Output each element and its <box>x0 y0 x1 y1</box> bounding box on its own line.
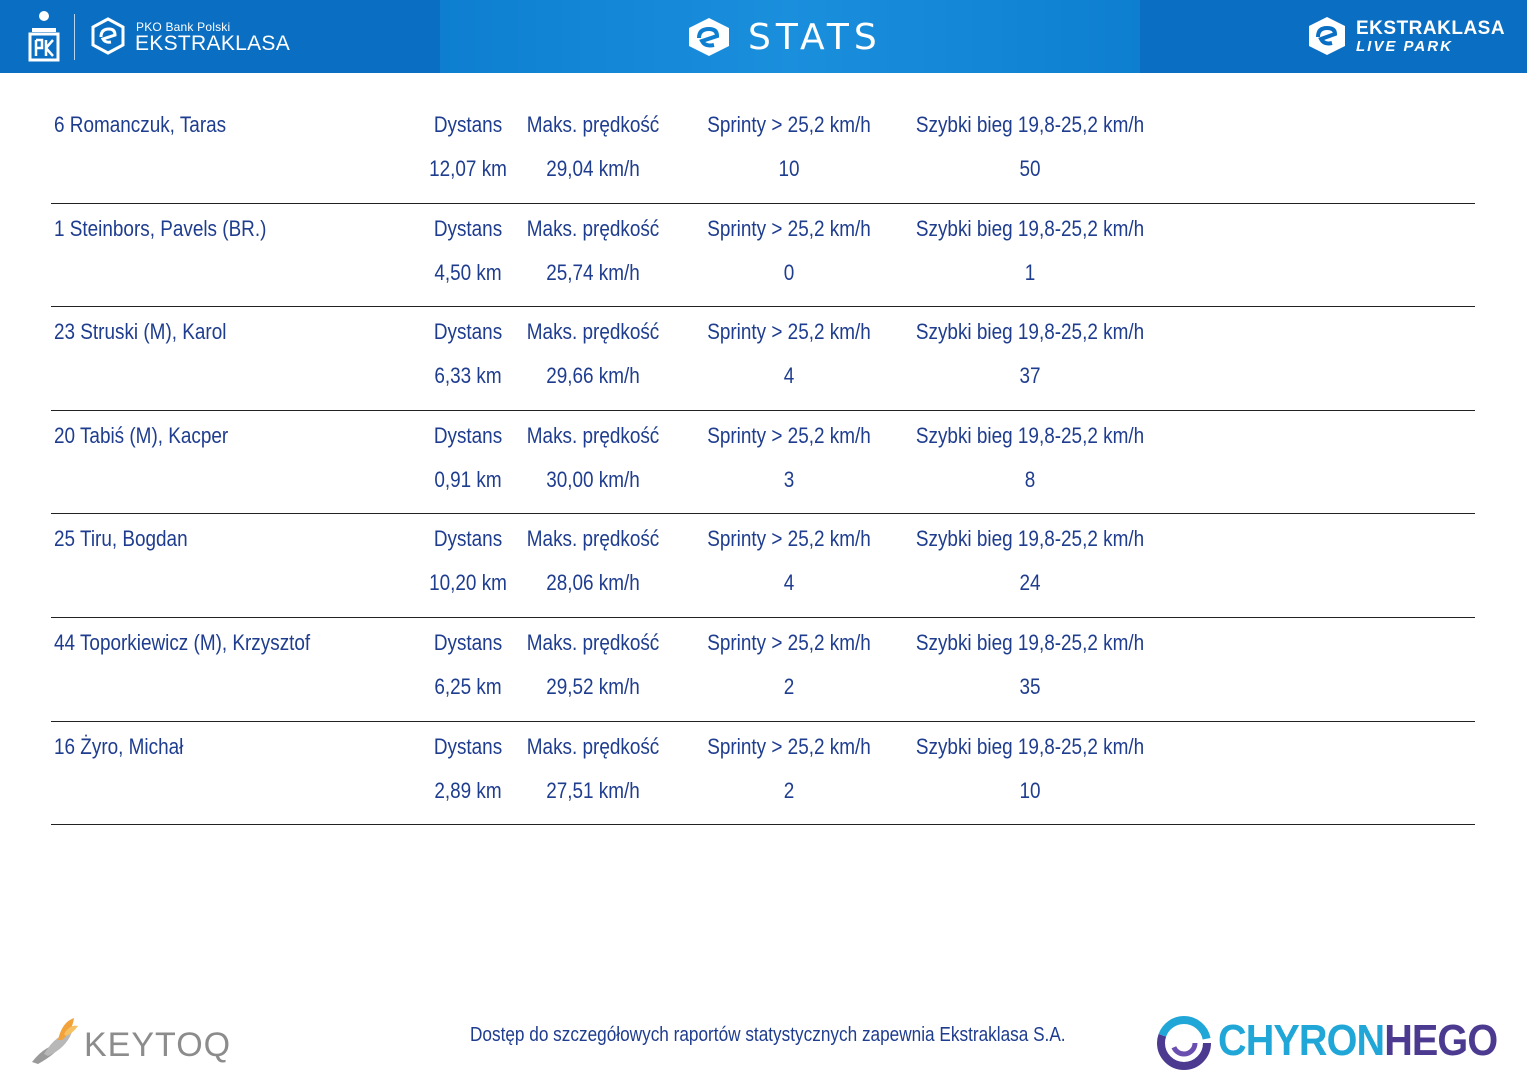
player-name: 23 Struski (M), Karol <box>54 319 227 345</box>
distance-label: Dystans <box>433 422 503 448</box>
distance-label: Dystans <box>433 215 503 241</box>
player-row: 25 Tiru, Bogdan Dystans Maks. prędkość S… <box>51 514 1475 618</box>
max-speed-value: 29,66 km/h <box>546 363 640 389</box>
max-speed-label: Maks. prędkość <box>526 526 660 552</box>
player-row: 1 Steinbors, Pavels (BR.) Dystans Maks. … <box>51 204 1475 308</box>
footer-note: Dostęp do szczegółowych raportów statyst… <box>470 1024 1066 1046</box>
live-park-bottom-label: LIVE PARK <box>1356 38 1453 55</box>
max-speed-value: 27,51 km/h <box>546 777 640 803</box>
sprints-label: Sprinty > 25,2 km/h <box>707 112 871 137</box>
distance-label: Dystans <box>433 526 503 552</box>
max-speed-value: 29,52 km/h <box>546 673 640 699</box>
fast-runs-value: 24 <box>1019 570 1041 596</box>
distance-label: Dystans <box>433 733 503 759</box>
sprints-label: Sprinty > 25,2 km/h <box>707 733 871 759</box>
pko-bank-logo-icon <box>28 11 60 62</box>
ekstraklasa-wordmark: EKSTRAKLASA <box>135 32 291 55</box>
chyronhego-wordmark: CHYRONHEGO <box>1218 1016 1498 1066</box>
sprints-value: 4 <box>783 570 795 596</box>
live-park-logo-icon <box>1309 17 1345 55</box>
max-speed-value: 25,74 km/h <box>546 259 640 285</box>
player-row: 16 Żyro, Michał Dystans Maks. prędkość S… <box>51 722 1475 826</box>
fast-runs-value: 10 <box>1019 777 1041 803</box>
live-park-top-label: EKSTRAKLASA <box>1356 18 1506 39</box>
max-speed-label: Maks. prędkość <box>526 733 660 759</box>
sprints-value: 4 <box>783 363 795 389</box>
sprints-label: Sprinty > 25,2 km/h <box>707 526 871 552</box>
sprints-value: 3 <box>783 466 795 492</box>
fast-runs-label: Szybki bieg 19,8-25,2 km/h <box>915 733 1145 759</box>
fast-runs-label: Szybki bieg 19,8-25,2 km/h <box>915 319 1145 345</box>
max-speed-value: 30,00 km/h <box>546 466 640 492</box>
distance-value: 10,20 km <box>429 570 507 596</box>
fast-runs-label: Szybki bieg 19,8-25,2 km/h <box>915 215 1145 241</box>
sprints-label: Sprinty > 25,2 km/h <box>707 319 871 345</box>
fast-runs-value: 50 <box>1019 156 1041 181</box>
fast-runs-label: Szybki bieg 19,8-25,2 km/h <box>915 112 1145 137</box>
fast-runs-value: 8 <box>1024 466 1036 492</box>
distance-value: 12,07 km <box>429 156 507 181</box>
distance-value: 0,91 km <box>434 466 502 492</box>
fast-runs-value: 1 <box>1024 259 1036 285</box>
distance-value: 4,50 km <box>434 259 502 285</box>
max-speed-value: 28,06 km/h <box>546 570 640 596</box>
header-left-panel <box>0 0 440 73</box>
sprints-value: 2 <box>783 673 795 699</box>
max-speed-value: 29,04 km/h <box>546 156 640 181</box>
stats-logo-icon <box>689 18 729 56</box>
player-name: 1 Steinbors, Pavels (BR.) <box>54 215 267 241</box>
max-speed-label: Maks. prędkość <box>526 629 660 655</box>
fast-runs-value: 37 <box>1019 363 1041 389</box>
max-speed-label: Maks. prędkość <box>526 319 660 345</box>
sprints-label: Sprinty > 25,2 km/h <box>707 422 871 448</box>
player-stats-list: 6 Romanczuk, Taras Dystans Maks. prędkoś… <box>51 100 1475 826</box>
chyronhego-swirl-icon <box>1157 1016 1211 1070</box>
max-speed-label: Maks. prędkość <box>526 215 660 241</box>
distance-value: 6,33 km <box>434 363 502 389</box>
hego-part: HEGO <box>1384 1016 1498 1065</box>
player-row: 20 Tabiś (M), Kacper Dystans Maks. prędk… <box>51 411 1475 515</box>
chyron-part: CHYRON <box>1218 1016 1385 1065</box>
sprints-value: 2 <box>783 777 795 803</box>
distance-label: Dystans <box>433 629 503 655</box>
sprints-label: Sprinty > 25,2 km/h <box>707 215 871 241</box>
sprints-label: Sprinty > 25,2 km/h <box>707 629 871 655</box>
max-speed-label: Maks. prędkość <box>526 422 660 448</box>
sprints-value: 0 <box>783 259 795 285</box>
player-name: 20 Tabiś (M), Kacper <box>54 422 229 448</box>
keytoq-wordmark: KEYTOQ <box>84 1026 232 1064</box>
player-row: 6 Romanczuk, Taras Dystans Maks. prędkoś… <box>51 100 1475 204</box>
player-name: 16 Żyro, Michał <box>54 733 184 759</box>
keytoq-bird-icon <box>32 1018 78 1064</box>
fast-runs-label: Szybki bieg 19,8-25,2 km/h <box>915 422 1145 448</box>
max-speed-label: Maks. prędkość <box>526 112 660 137</box>
distance-value: 6,25 km <box>434 673 502 699</box>
sprints-value: 10 <box>778 156 800 181</box>
pko-bank-polski-label: PKO Bank Polski <box>136 20 231 34</box>
page-title: STATS <box>748 17 882 58</box>
fast-runs-label: Szybki bieg 19,8-25,2 km/h <box>915 629 1145 655</box>
player-row: 44 Toporkiewicz (M), Krzysztof Dystans M… <box>51 618 1475 722</box>
distance-value: 2,89 km <box>434 777 502 803</box>
header-center-panel <box>440 0 1140 73</box>
fast-runs-value: 35 <box>1019 673 1041 699</box>
player-name: 44 Toporkiewicz (M), Krzysztof <box>54 629 311 655</box>
fast-runs-label: Szybki bieg 19,8-25,2 km/h <box>915 526 1145 552</box>
player-row: 23 Struski (M), Karol Dystans Maks. pręd… <box>51 307 1475 411</box>
distance-label: Dystans <box>433 112 503 137</box>
ekstraklasa-shield-icon <box>91 17 125 55</box>
player-name: 6 Romanczuk, Taras <box>54 112 227 137</box>
header-bar: PKO Bank Polski EKSTRAKLASA STATS EKSTRA… <box>0 0 1527 73</box>
header-divider <box>74 14 75 60</box>
player-name: 25 Tiru, Bogdan <box>54 526 188 552</box>
distance-label: Dystans <box>433 319 503 345</box>
